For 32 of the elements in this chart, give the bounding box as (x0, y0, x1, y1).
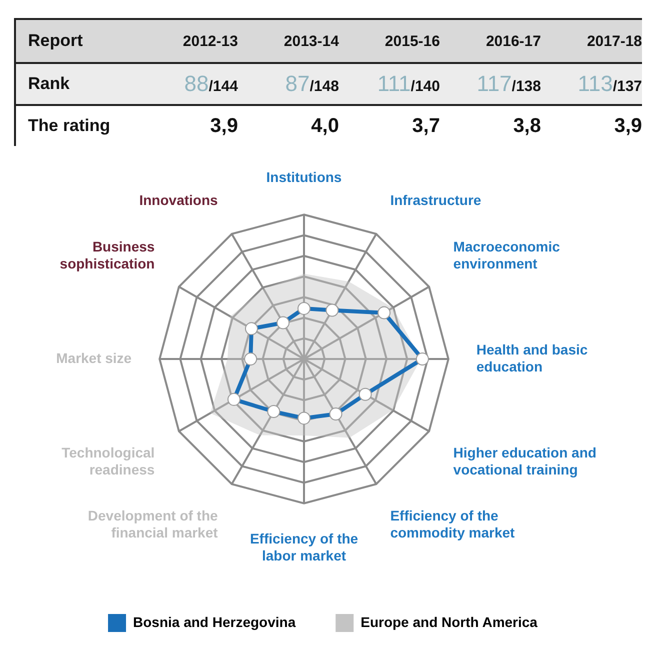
text: 2017-18 (586, 32, 642, 50)
text: 4,0 (310, 114, 339, 138)
spoke-label: Macroeconomic environment (453, 238, 560, 272)
text: 3,7 (411, 114, 440, 138)
spoke-label: Business sophistication (60, 238, 155, 272)
text: Report (27, 31, 84, 51)
text: 2012-13 (182, 32, 238, 50)
text: 117/138 (476, 71, 541, 96)
text: The rating (27, 116, 112, 136)
text: 111/140 (377, 71, 440, 96)
text: Rank (27, 74, 71, 94)
spoke-label: Development of the financial market (88, 508, 218, 540)
spoke-label: Market size (56, 350, 132, 366)
text: 3,9 (209, 114, 238, 138)
spoke-label: Health and basic education (476, 341, 588, 374)
legend-label: Europe and North America (360, 614, 538, 630)
spoke-label: Efficiency of the commodity market (390, 508, 516, 540)
text: 3,8 (512, 114, 541, 138)
text: 2016-17 (484, 32, 541, 50)
spoke-label: Innovations (139, 192, 218, 208)
text: 113/137 (578, 71, 642, 96)
spoke-label: Infrastructure (390, 192, 482, 208)
text: 88/144 (184, 71, 238, 96)
text: 87/148 (285, 71, 339, 96)
text: 3,9 (613, 114, 642, 138)
spoke-label: Institutions (266, 169, 342, 186)
spoke-label: Efficiency of the labor market (250, 530, 358, 564)
text: 2015-16 (384, 32, 440, 50)
spoke-label: Technological readiness (62, 444, 155, 478)
spoke-label: Higher education and vocational training (453, 444, 596, 478)
text: 2013-14 (282, 32, 339, 50)
legend-label: Bosnia and Herzegovina (133, 614, 296, 630)
